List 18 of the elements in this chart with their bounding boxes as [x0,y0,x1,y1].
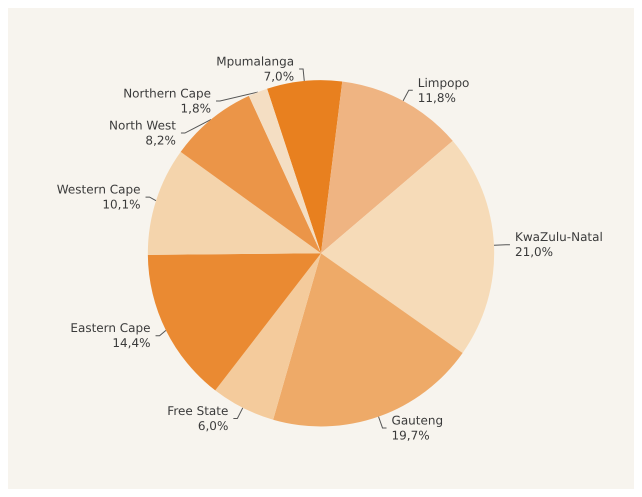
data-label: 6,0% [198,419,228,433]
slice-label: KwaZulu-Natal [514,230,603,244]
slice-label: North West [109,118,176,133]
slice-label: Free State [167,404,228,418]
slice-label: Gauteng [392,413,444,428]
slice-label: Western Cape [56,182,141,197]
slice-label: Northern Cape [123,86,212,101]
data-label: 11,8% [418,90,456,105]
slice-label: Eastern Cape [70,321,151,336]
data-label: 7,0% [264,70,294,84]
data-label: 21,0% [514,245,554,260]
data-label: 1,8% [180,102,212,116]
data-label: 8,2% [145,134,176,148]
data-label: 14,4% [112,336,151,350]
data-label: 19,7% [392,428,430,442]
slice-label: Limpopo [418,76,470,90]
slice-label: Mpumalanga [216,54,294,69]
data-label: 10,1% [102,198,141,212]
